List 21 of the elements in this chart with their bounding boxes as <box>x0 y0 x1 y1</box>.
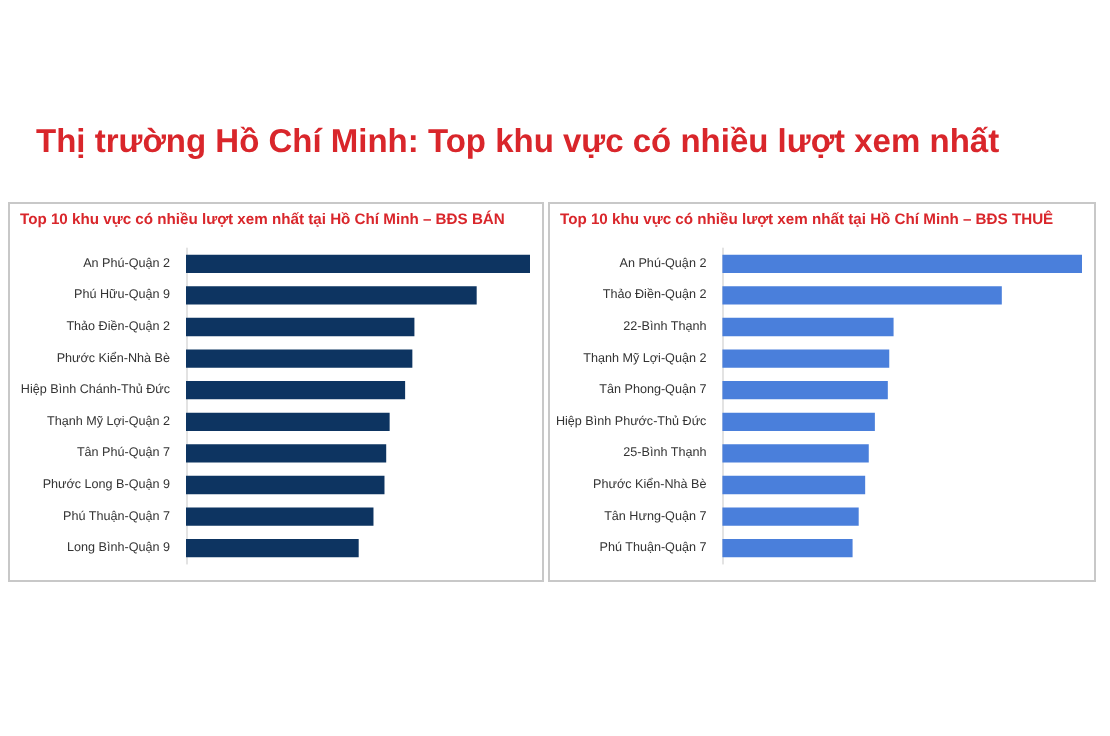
bar <box>722 539 853 558</box>
bar <box>722 507 859 526</box>
bar <box>186 381 406 400</box>
bar <box>722 444 869 463</box>
bar <box>186 317 415 337</box>
bar <box>186 444 387 463</box>
bar <box>186 254 530 273</box>
bar <box>186 286 477 305</box>
bar <box>186 507 374 526</box>
bar <box>186 349 413 368</box>
bar <box>722 286 1002 305</box>
bar <box>186 475 385 495</box>
bar <box>722 412 875 431</box>
bar <box>186 412 390 431</box>
bar <box>722 381 888 400</box>
text: Thị trường Hồ Chí Minh: Top khu vực có nhiều lượt xem nhất <box>36 124 1000 162</box>
bar <box>722 349 890 368</box>
bar <box>722 317 894 337</box>
bar <box>722 475 866 495</box>
bar <box>186 539 359 558</box>
bar <box>722 254 1082 273</box>
